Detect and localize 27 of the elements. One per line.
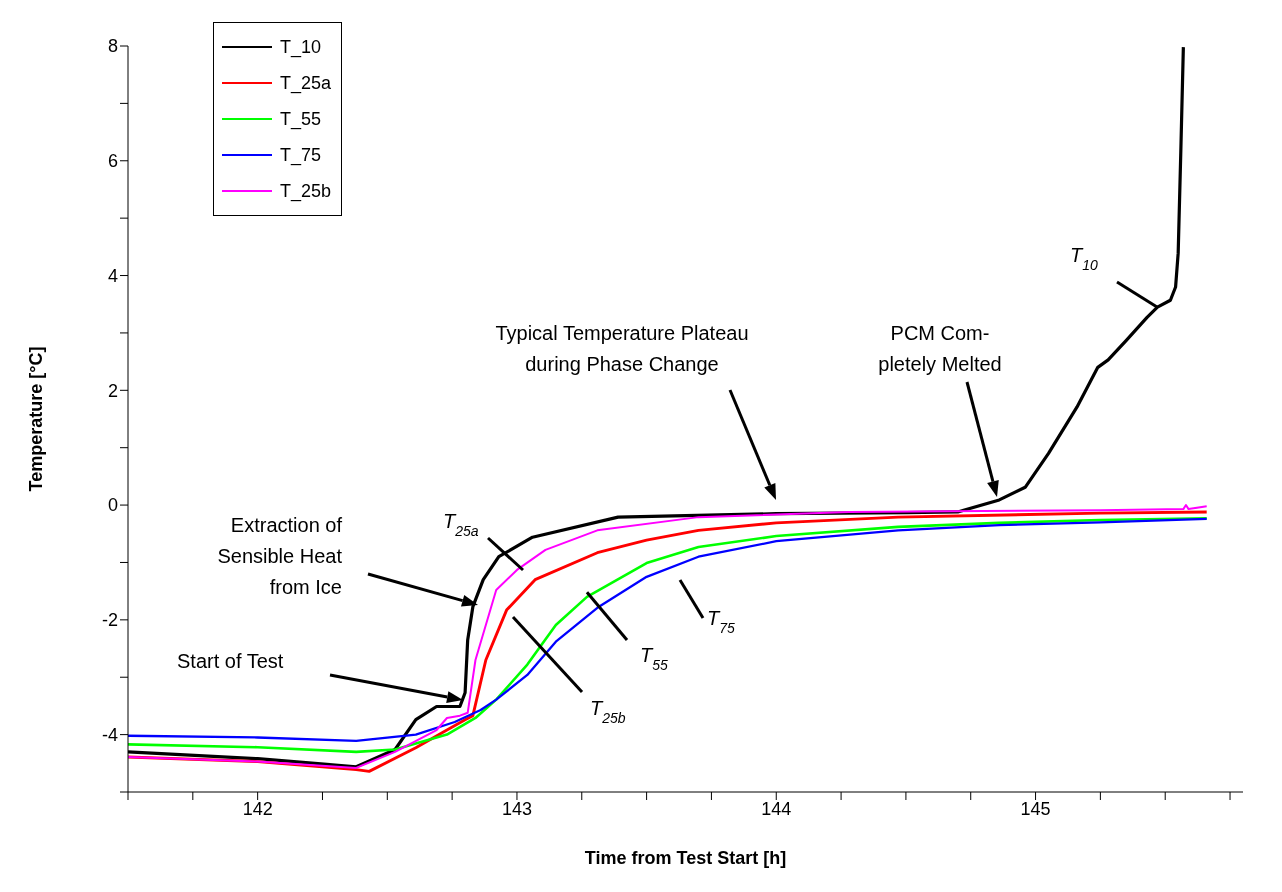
legend-label: T_25b [280,180,332,202]
legend-label: T_75 [280,144,322,166]
annotation: T$_{55}$ [640,644,668,673]
legend-label: T_55 [280,108,322,130]
y-tick-label: 2 [107,380,118,401]
x-tick-label: 145 [1020,798,1051,819]
annotation: Extraction of Sensible Heat from Ice [217,514,343,598]
x-tick-label: 142 [242,798,273,819]
y-tick-label: -4 [101,725,118,746]
x-tick-label: 144 [761,798,792,819]
annotation: T$_{25a}$ [443,510,479,539]
annotation: T$_{75}$ [707,607,735,636]
y-tick-label: 6 [107,151,118,172]
legend-label: T_25a [280,72,332,94]
x-tick-label: 143 [501,798,532,819]
y-tick-label: 0 [107,495,118,516]
annotation: T$_{25b}$ [590,697,626,726]
x-axis-title: Time from Test Start [h] [584,848,787,868]
y-tick-label: 4 [107,265,118,286]
y-tick-label: -2 [101,610,118,631]
legend-label: T_10 [280,36,322,58]
annotation: T$_{10}$ [1070,244,1098,273]
y-tick-label: 8 [107,36,118,57]
annotation: PCM Com- pletely Melted [878,322,1002,375]
annotation: Typical Temperature Plateau during Phase Change [495,322,749,375]
annotation: Start of Test [177,650,284,672]
y-axis-title: Temperature [°C] [26,346,47,492]
